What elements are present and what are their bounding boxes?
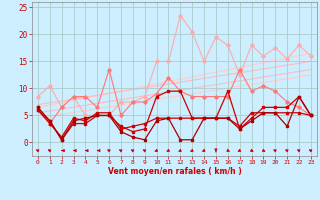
X-axis label: Vent moyen/en rafales ( km/h ): Vent moyen/en rafales ( km/h ) [108, 167, 241, 176]
